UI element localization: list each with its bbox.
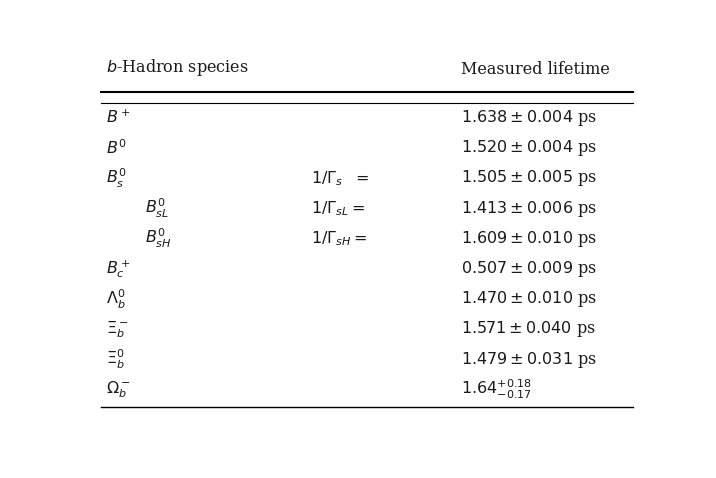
Text: $1.413 \pm 0.006$ ps: $1.413 \pm 0.006$ ps (461, 199, 597, 218)
Text: $1.64^{+0.18}_{-0.17}$: $1.64^{+0.18}_{-0.17}$ (461, 378, 533, 402)
Text: $1.505 \pm 0.005$ ps: $1.505 \pm 0.005$ ps (461, 168, 597, 188)
Text: $\Lambda_b^0$: $\Lambda_b^0$ (106, 288, 126, 311)
Text: Measured lifetime: Measured lifetime (461, 61, 610, 77)
Text: $\Xi_b^-$: $\Xi_b^-$ (106, 319, 129, 339)
Text: $B^+$: $B^+$ (106, 109, 130, 127)
Text: $1.479 \pm 0.031$ ps: $1.479 \pm 0.031$ ps (461, 349, 597, 369)
Text: $\Xi_b^0$: $\Xi_b^0$ (106, 348, 125, 371)
Text: $1/\Gamma_{sL} =$: $1/\Gamma_{sL} =$ (311, 199, 365, 218)
Text: $B_{sH}^0$: $B_{sH}^0$ (145, 227, 172, 250)
Text: $b$-Hadron species: $b$-Hadron species (106, 56, 249, 77)
Text: $B^0$: $B^0$ (106, 139, 127, 158)
Text: $1/\Gamma_s\ \ =$: $1/\Gamma_s\ \ =$ (311, 169, 369, 188)
Text: $1/\Gamma_{sH} =$: $1/\Gamma_{sH} =$ (311, 229, 368, 248)
Text: $B_{sL}^0$: $B_{sL}^0$ (145, 197, 169, 220)
Text: $1.609 \pm 0.010$ ps: $1.609 \pm 0.010$ ps (461, 229, 597, 249)
Text: $B_c^+$: $B_c^+$ (106, 258, 130, 280)
Text: $1.520 \pm 0.004$ ps: $1.520 \pm 0.004$ ps (461, 138, 597, 158)
Text: $0.507 \pm 0.009$ ps: $0.507 \pm 0.009$ ps (461, 259, 597, 279)
Text: $1.638 \pm 0.004$ ps: $1.638 \pm 0.004$ ps (461, 108, 597, 128)
Text: $1.571 \pm 0.040$ ps: $1.571 \pm 0.040$ ps (461, 319, 596, 339)
Text: $\Omega_b^-$: $\Omega_b^-$ (106, 380, 131, 400)
Text: $1.470 \pm 0.010$ ps: $1.470 \pm 0.010$ ps (461, 289, 597, 309)
Text: $B_s^0$: $B_s^0$ (106, 167, 127, 190)
